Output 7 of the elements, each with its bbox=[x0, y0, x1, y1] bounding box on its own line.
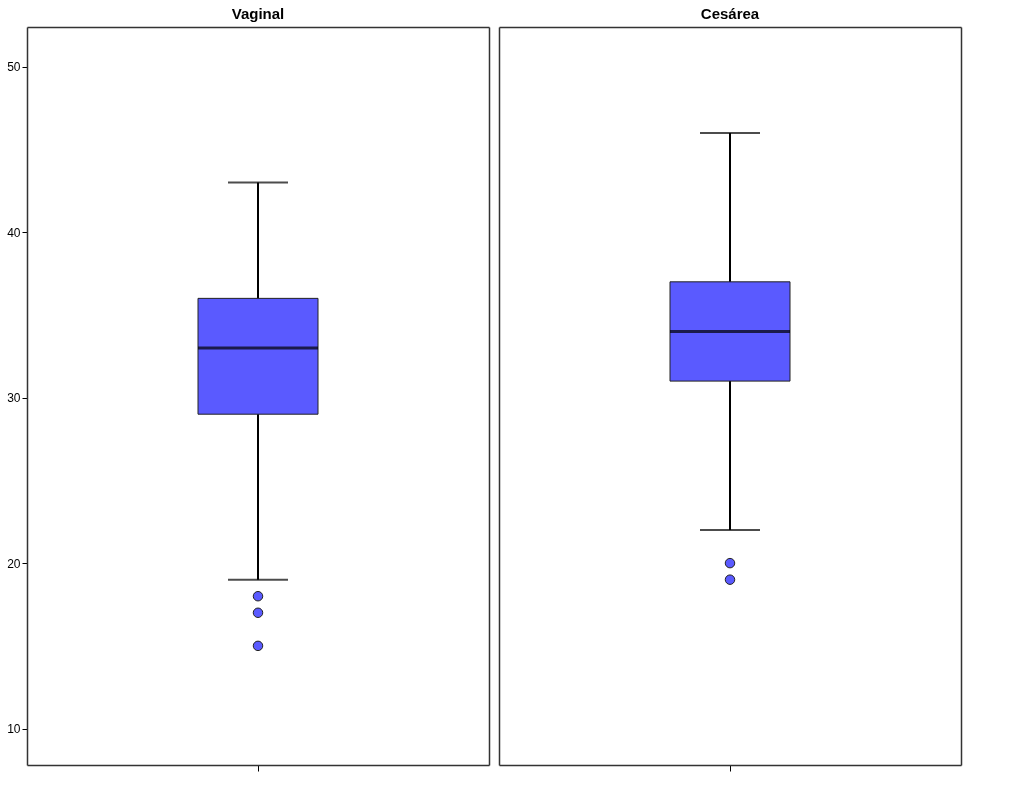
y-tick-label: 50 bbox=[7, 60, 21, 75]
y-tick-label: 40 bbox=[7, 225, 21, 240]
x-tick-label: Cesárea bbox=[700, 4, 760, 22]
y-tick-label: 20 bbox=[7, 556, 21, 571]
y-tick-label: 30 bbox=[7, 391, 21, 406]
x-tick-label: Vaginal bbox=[231, 4, 285, 22]
y-tick-label: 10 bbox=[7, 722, 21, 737]
